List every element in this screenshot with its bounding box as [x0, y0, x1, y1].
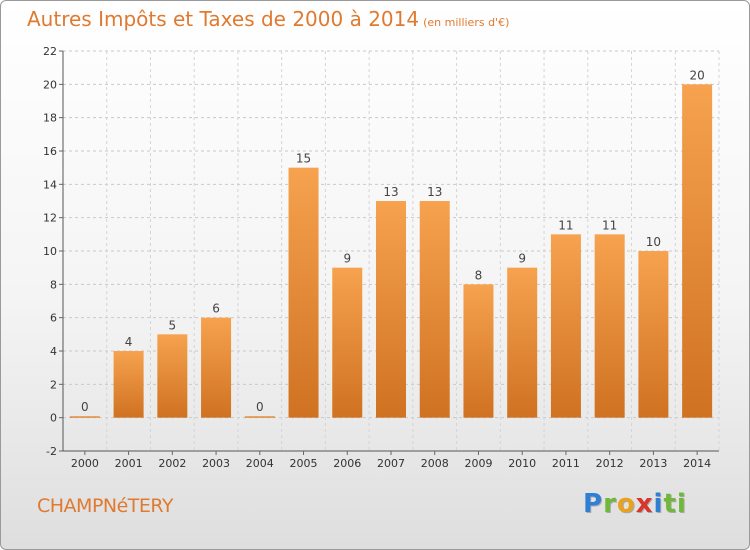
data-label: 9 [343, 252, 351, 266]
y-tick-label: 20 [43, 78, 57, 91]
x-tick-label: 2011 [552, 457, 580, 470]
data-label: 5 [169, 318, 177, 332]
bar [332, 267, 363, 418]
logo-letter: r [603, 489, 617, 519]
proxiti-logo: Proxiti [583, 489, 687, 519]
y-tick-label: 16 [43, 145, 57, 158]
bar [507, 267, 538, 418]
x-tick-label: 2006 [333, 457, 361, 470]
data-label: 11 [558, 218, 573, 232]
y-tick-label: 8 [50, 278, 57, 291]
data-label: 20 [689, 68, 704, 82]
bar [682, 84, 713, 418]
bar [638, 251, 669, 418]
bar [288, 167, 319, 418]
data-label: 4 [125, 335, 133, 349]
x-tick-label: 2013 [639, 457, 667, 470]
x-tick-label: 2003 [202, 457, 230, 470]
bar [157, 334, 188, 418]
x-tick-label: 2012 [596, 457, 624, 470]
y-tick-label: 0 [50, 412, 57, 425]
x-tick-label: 2008 [421, 457, 449, 470]
chart-title-text: Autres Impôts et Taxes de 2000 à 2014 [27, 7, 420, 31]
y-tick-label: 4 [50, 345, 57, 358]
y-tick-label: -2 [46, 445, 57, 458]
x-tick-label: 2010 [508, 457, 536, 470]
x-tick-label: 2007 [377, 457, 405, 470]
logo-letter: x [635, 489, 654, 519]
logo-letter: i [653, 489, 664, 519]
x-tick-label: 2009 [464, 457, 492, 470]
y-tick-label: 14 [43, 178, 57, 191]
data-label: 13 [383, 185, 398, 199]
x-tick-label: 2000 [71, 457, 99, 470]
x-tick-label: 2005 [290, 457, 318, 470]
bar [113, 351, 144, 418]
y-tick-label: 18 [43, 112, 57, 125]
data-label: 15 [296, 152, 311, 166]
y-tick-label: 10 [43, 245, 57, 258]
bar [376, 201, 406, 418]
logo-letter: o [616, 489, 636, 519]
data-label: 11 [602, 218, 617, 232]
bar [463, 284, 494, 418]
bar [244, 416, 275, 418]
y-tick-label: 6 [50, 312, 57, 325]
x-tick-label: 2004 [246, 457, 274, 470]
chart-title: Autres Impôts et Taxes de 2000 à 2014 (en… [27, 7, 509, 31]
data-label: 0 [256, 400, 264, 414]
data-label: 13 [427, 185, 442, 199]
x-tick-label: 2001 [115, 457, 143, 470]
data-label: 8 [475, 268, 483, 282]
bar [419, 201, 450, 418]
y-tick-label: 12 [43, 212, 57, 225]
chart-subtitle: (en milliers d'€) [423, 16, 510, 29]
data-label: 6 [212, 302, 220, 316]
x-tick-label: 2002 [158, 457, 186, 470]
y-tick-label: 22 [43, 45, 57, 58]
bar [550, 234, 581, 418]
bar [69, 416, 100, 418]
x-tick-label: 2014 [683, 457, 711, 470]
logo-letter: ti [663, 489, 687, 519]
bar [201, 317, 232, 418]
logo-letter: P [583, 489, 604, 519]
data-label: 10 [646, 235, 661, 249]
data-label: 9 [518, 252, 526, 266]
y-tick-label: 2 [50, 378, 57, 391]
bar [594, 234, 625, 418]
data-label: 0 [81, 400, 89, 414]
town-name: CHAMPNéTERY [37, 495, 174, 517]
